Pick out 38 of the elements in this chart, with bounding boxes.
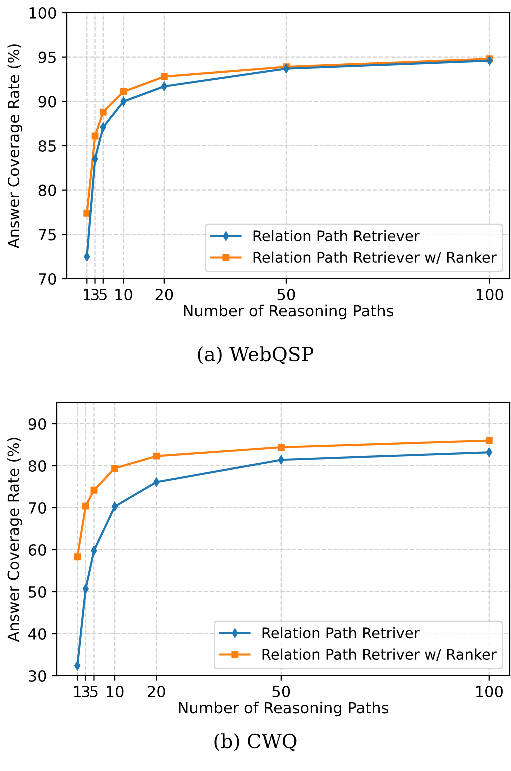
y-tick-label: 80 bbox=[38, 184, 56, 196]
y-axis-title: Answer Coverage Rate (%) bbox=[8, 438, 22, 642]
y-tick-label: 80 bbox=[28, 460, 46, 472]
y-tick-label: 95 bbox=[38, 52, 56, 64]
legend-label: Relation Path Retriever w/ Ranker bbox=[254, 252, 497, 264]
x-tick-label: 5 bbox=[100, 289, 107, 301]
y-tick-label: 60 bbox=[28, 544, 46, 556]
x-tick-label: 3 bbox=[82, 686, 90, 698]
x-axis-title: Number of Reasoning Paths bbox=[179, 702, 388, 717]
y-tick-label: 90 bbox=[38, 96, 56, 108]
x-axis-title: Number of Reasoning Paths bbox=[184, 304, 394, 320]
y-tick-label: 40 bbox=[28, 628, 46, 640]
x-tick-label: 20 bbox=[156, 288, 174, 301]
y-tick-label: 90 bbox=[28, 418, 46, 430]
x-tick-label: 5 bbox=[90, 686, 98, 698]
x-tick-label: 1 bbox=[74, 686, 82, 698]
x-tick-label: 100 bbox=[476, 288, 504, 301]
legend-label: Relation Path Retriver bbox=[262, 627, 420, 639]
y-tick-label: 70 bbox=[29, 502, 46, 514]
y-tick-label: 70 bbox=[39, 273, 56, 286]
x-tick-label: 10 bbox=[106, 686, 124, 698]
x-tick-label: 3 bbox=[92, 288, 99, 301]
y-tick-label: 85 bbox=[38, 140, 56, 152]
x-tick-label: 1 bbox=[84, 289, 91, 300]
y-axis-title: Answer Coverage Rate (%) bbox=[8, 44, 23, 249]
x-tick-label: 100 bbox=[476, 686, 503, 698]
y-tick-label: 100 bbox=[30, 7, 56, 20]
text: (a) WebQSP bbox=[198, 346, 314, 364]
y-tick-label: 50 bbox=[29, 586, 46, 598]
x-tick-label: 50 bbox=[272, 686, 290, 698]
text: (b) CWQ bbox=[214, 734, 297, 752]
legend-label: Relation Path Retriever bbox=[254, 230, 420, 242]
x-tick-label: 10 bbox=[116, 288, 132, 301]
y-tick-label: 75 bbox=[39, 229, 56, 241]
x-tick-label: 20 bbox=[148, 686, 166, 698]
x-tick-label: 50 bbox=[278, 288, 296, 301]
y-tick-label: 30 bbox=[29, 670, 46, 682]
legend-label: Relation Path Retriver w/ Ranker bbox=[262, 648, 497, 662]
